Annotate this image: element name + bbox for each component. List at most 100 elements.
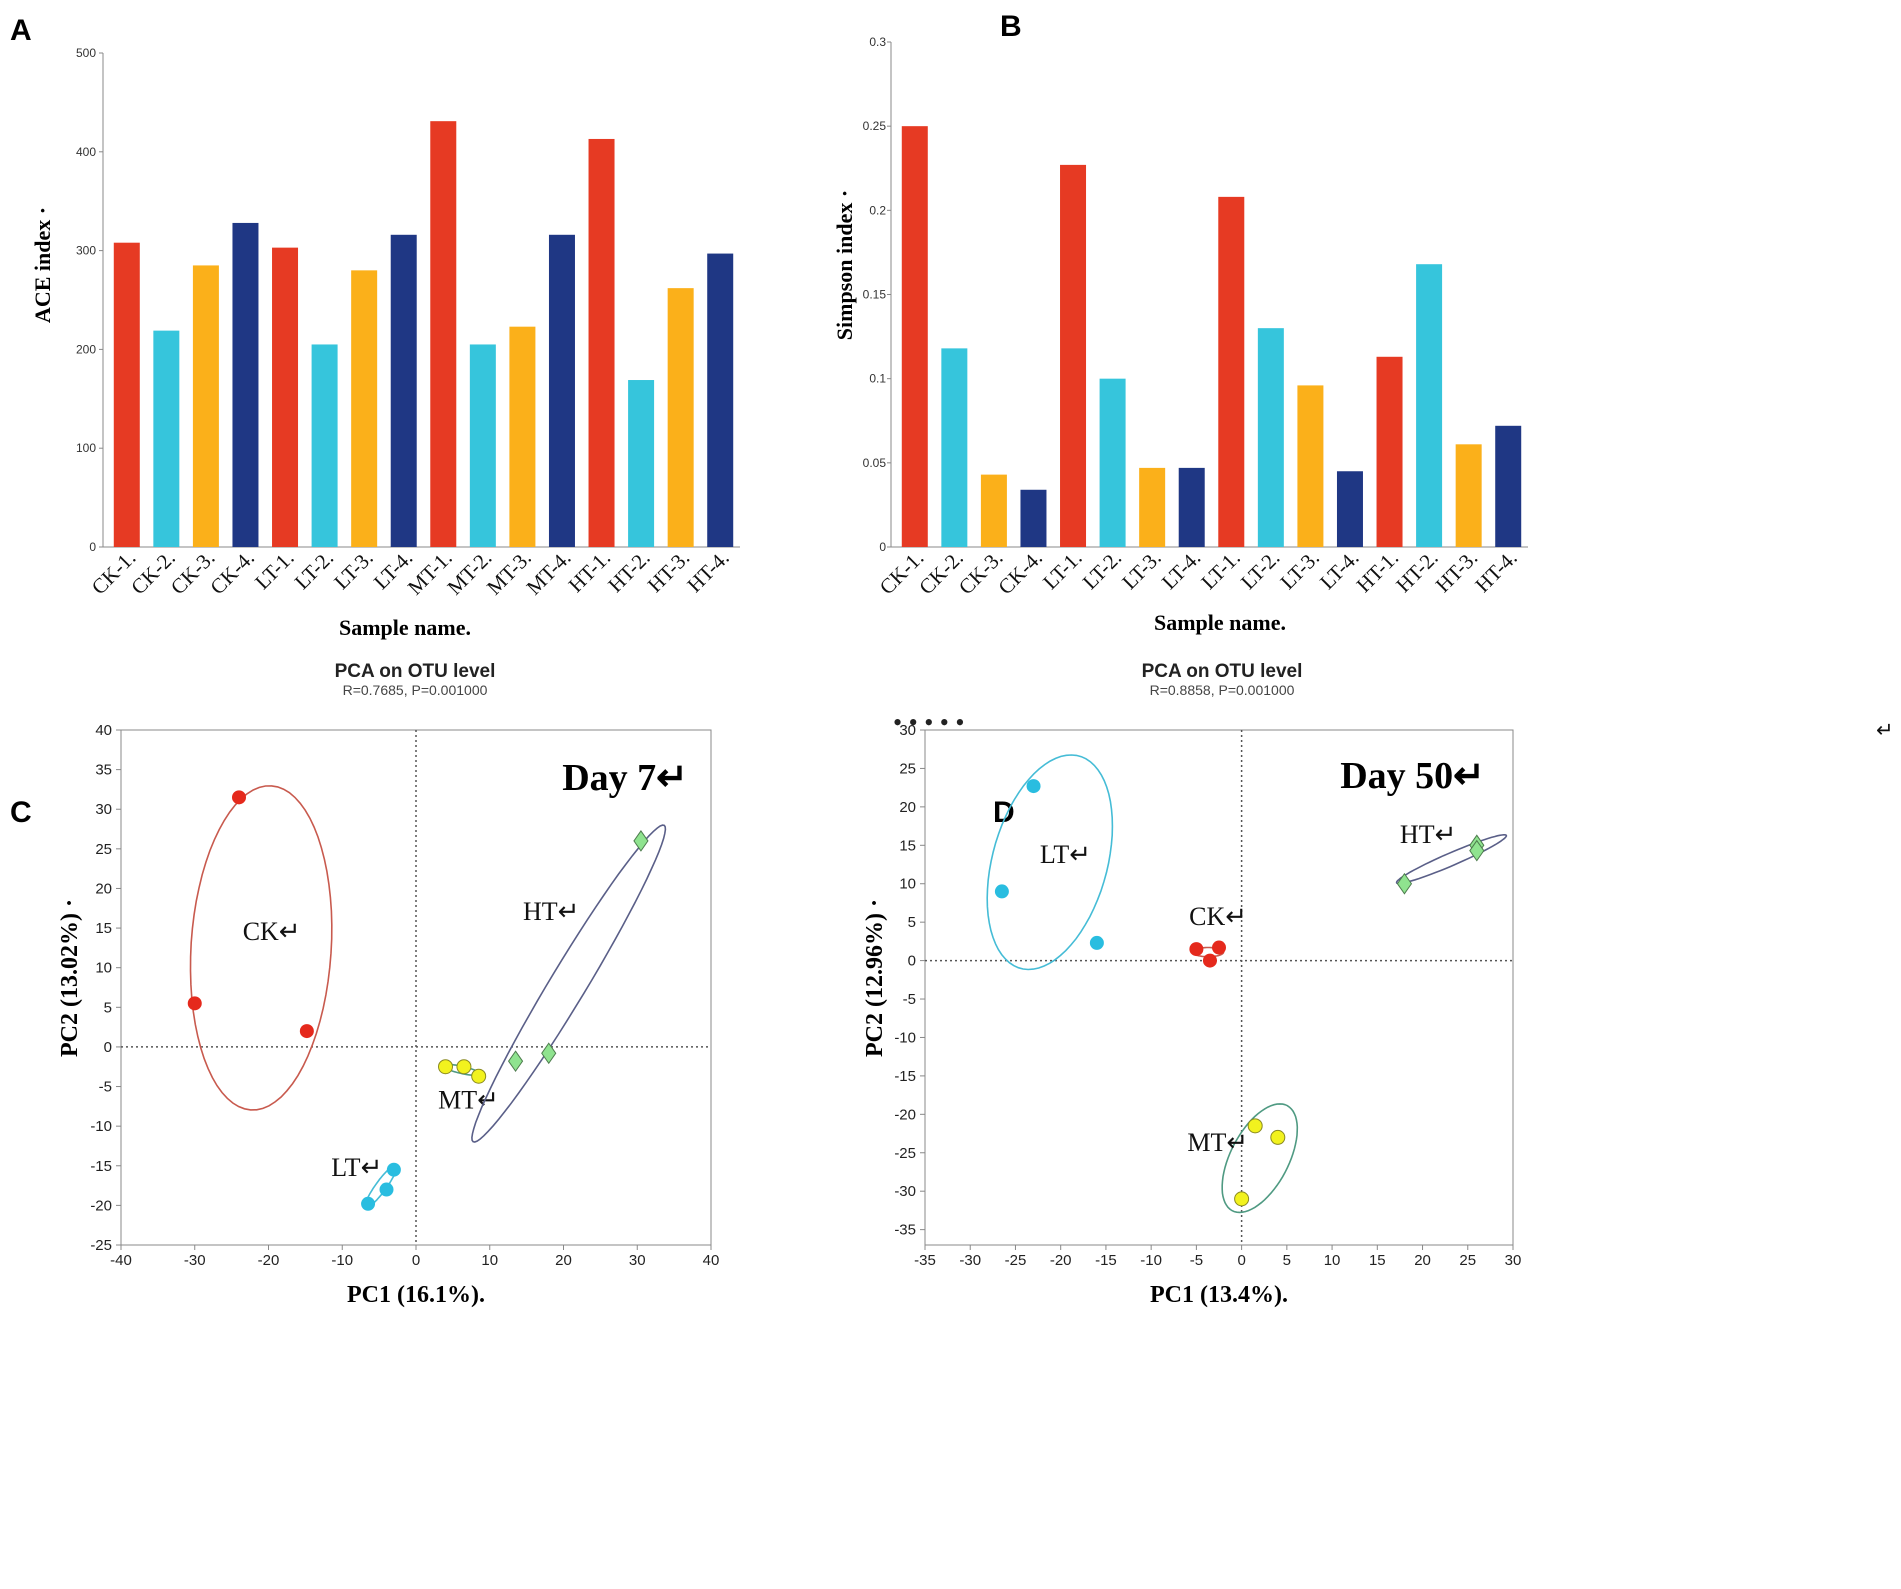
x-tick-label: 40 bbox=[703, 1252, 720, 1269]
y-tick-label: 25 bbox=[95, 841, 112, 858]
y-axis-title: PC2 (12.96%) · bbox=[862, 899, 888, 1057]
x-tick-label: LT-3. bbox=[1117, 546, 1165, 594]
bar-lt-1 bbox=[1218, 196, 1245, 547]
y-tick-label: 100 bbox=[76, 441, 96, 455]
bar-lt-4 bbox=[1336, 471, 1363, 547]
point-lt bbox=[1026, 779, 1041, 794]
bar-ht-2 bbox=[1416, 264, 1443, 547]
x-tick-label: LT-3. bbox=[1275, 546, 1323, 594]
bar-ck-1 bbox=[113, 242, 140, 548]
y-tick-label: 0 bbox=[104, 1039, 112, 1056]
group-label-ck: CK↵ bbox=[1189, 902, 1247, 931]
y-tick-label: 200 bbox=[76, 342, 96, 356]
x-tick-label: HT-4. bbox=[1470, 546, 1521, 597]
point-ht bbox=[541, 1042, 557, 1065]
y-tick-label: 300 bbox=[76, 244, 96, 258]
point-ht bbox=[1396, 872, 1413, 895]
bar-lt-2 bbox=[1257, 328, 1284, 547]
y-tick-label: 35 bbox=[95, 762, 112, 779]
y-tick-label: 0 bbox=[879, 540, 886, 554]
point-mt bbox=[1234, 1191, 1250, 1207]
y-tick-label: 5 bbox=[908, 914, 916, 931]
point-ht bbox=[1469, 839, 1485, 862]
x-tick-label: MT-2. bbox=[442, 546, 496, 600]
y-tick-label: -5 bbox=[903, 991, 916, 1008]
x-tick-label: 25 bbox=[1459, 1252, 1476, 1269]
bar-mt-1 bbox=[430, 121, 457, 547]
chart-subtitle: R=0.7685, P=0.001000 bbox=[343, 682, 488, 698]
panel-letter-c: C bbox=[10, 796, 32, 829]
x-tick-label: LT-2. bbox=[290, 546, 338, 594]
y-tick-label: -20 bbox=[90, 1197, 112, 1214]
bar-ht-1 bbox=[1376, 356, 1403, 547]
x-tick-label: -25 bbox=[1005, 1252, 1027, 1269]
x-tick-label: -30 bbox=[184, 1252, 206, 1269]
x-tick-label: LT-1. bbox=[250, 546, 298, 594]
x-tick-label: 20 bbox=[555, 1252, 572, 1269]
x-tick-label: 5 bbox=[1283, 1252, 1291, 1269]
x-tick-label: MT-4. bbox=[522, 546, 576, 600]
y-tick-label: 15 bbox=[899, 837, 916, 854]
x-tick-label: -5 bbox=[1190, 1252, 1203, 1269]
y-tick-label: 0 bbox=[89, 540, 96, 554]
point-ck bbox=[1202, 953, 1217, 968]
x-tick-label: 0 bbox=[412, 1252, 420, 1269]
x-tick-label: LT-3. bbox=[329, 546, 377, 594]
x-tick-label: LT-1. bbox=[1196, 546, 1244, 594]
y-tick-label: 0.1 bbox=[869, 372, 886, 386]
bar-ck-2 bbox=[941, 348, 968, 547]
x-tick-label: HT-3. bbox=[643, 546, 694, 597]
point-mt bbox=[471, 1068, 487, 1084]
y-tick-label: 30 bbox=[95, 801, 112, 818]
x-tick-label: 30 bbox=[1505, 1252, 1522, 1269]
day-annotation: Day 50↵ bbox=[1340, 755, 1485, 797]
bar-ht-3 bbox=[1455, 444, 1482, 547]
point-ck bbox=[187, 996, 202, 1011]
x-tick-label: 15 bbox=[1369, 1252, 1386, 1269]
x-tick-label: -10 bbox=[331, 1252, 353, 1269]
x-tick-label: HT-4. bbox=[682, 546, 733, 597]
bar-ht-3 bbox=[667, 288, 694, 547]
x-tick-label: LT-2. bbox=[1078, 546, 1126, 594]
y-tick-label: 10 bbox=[95, 960, 112, 977]
x-tick-label: MT-1. bbox=[403, 546, 457, 600]
x-tick-label: HT-1. bbox=[1352, 546, 1403, 597]
y-tick-label: 0.2 bbox=[869, 203, 886, 217]
group-label-lt: LT↵ bbox=[331, 1153, 382, 1182]
bar-lt-2 bbox=[1099, 378, 1126, 547]
point-mt bbox=[456, 1059, 472, 1075]
point-lt bbox=[1089, 935, 1104, 950]
y-axis-title: ACE index · bbox=[30, 207, 55, 323]
y-tick-label: -10 bbox=[894, 1029, 916, 1046]
chart-subtitle: R=0.8858, P=0.001000 bbox=[1150, 682, 1295, 698]
x-tick-label: HT-3. bbox=[1431, 546, 1482, 597]
y-tick-label: 15 bbox=[95, 920, 112, 937]
y-tick-label: 0 bbox=[908, 953, 916, 970]
y-tick-label: 5 bbox=[104, 999, 112, 1016]
bar-mt-2 bbox=[469, 344, 496, 547]
point-lt bbox=[386, 1162, 401, 1177]
bar-lt-4 bbox=[1178, 467, 1205, 547]
day-annotation: Day 7↵ bbox=[562, 757, 688, 799]
bar-ck-2 bbox=[153, 330, 180, 547]
y-tick-label: -15 bbox=[894, 1068, 916, 1085]
y-axis-title: PC2 (13.02%) · bbox=[57, 899, 83, 1057]
bar-lt-3 bbox=[1297, 385, 1324, 547]
y-tick-label: 25 bbox=[899, 760, 916, 777]
point-lt bbox=[361, 1196, 376, 1211]
point-lt bbox=[379, 1182, 394, 1197]
point-ck bbox=[299, 1024, 314, 1039]
bar-ck-3 bbox=[980, 474, 1007, 547]
x-tick-label: -10 bbox=[1140, 1252, 1162, 1269]
y-tick-label: -25 bbox=[90, 1237, 112, 1254]
x-axis-title: Sample name. bbox=[1154, 610, 1286, 635]
bar-lt-3 bbox=[351, 270, 378, 547]
point-ck bbox=[1189, 942, 1204, 957]
x-axis-title: PC1 (13.4%). bbox=[1150, 1282, 1288, 1308]
point-mt bbox=[1247, 1118, 1263, 1134]
x-tick-label: 10 bbox=[1324, 1252, 1341, 1269]
panel-b-simpson-index-chart: 00.050.10.150.20.250.3CK-1.CK-2.CK-3.CK-… bbox=[832, 35, 1528, 635]
